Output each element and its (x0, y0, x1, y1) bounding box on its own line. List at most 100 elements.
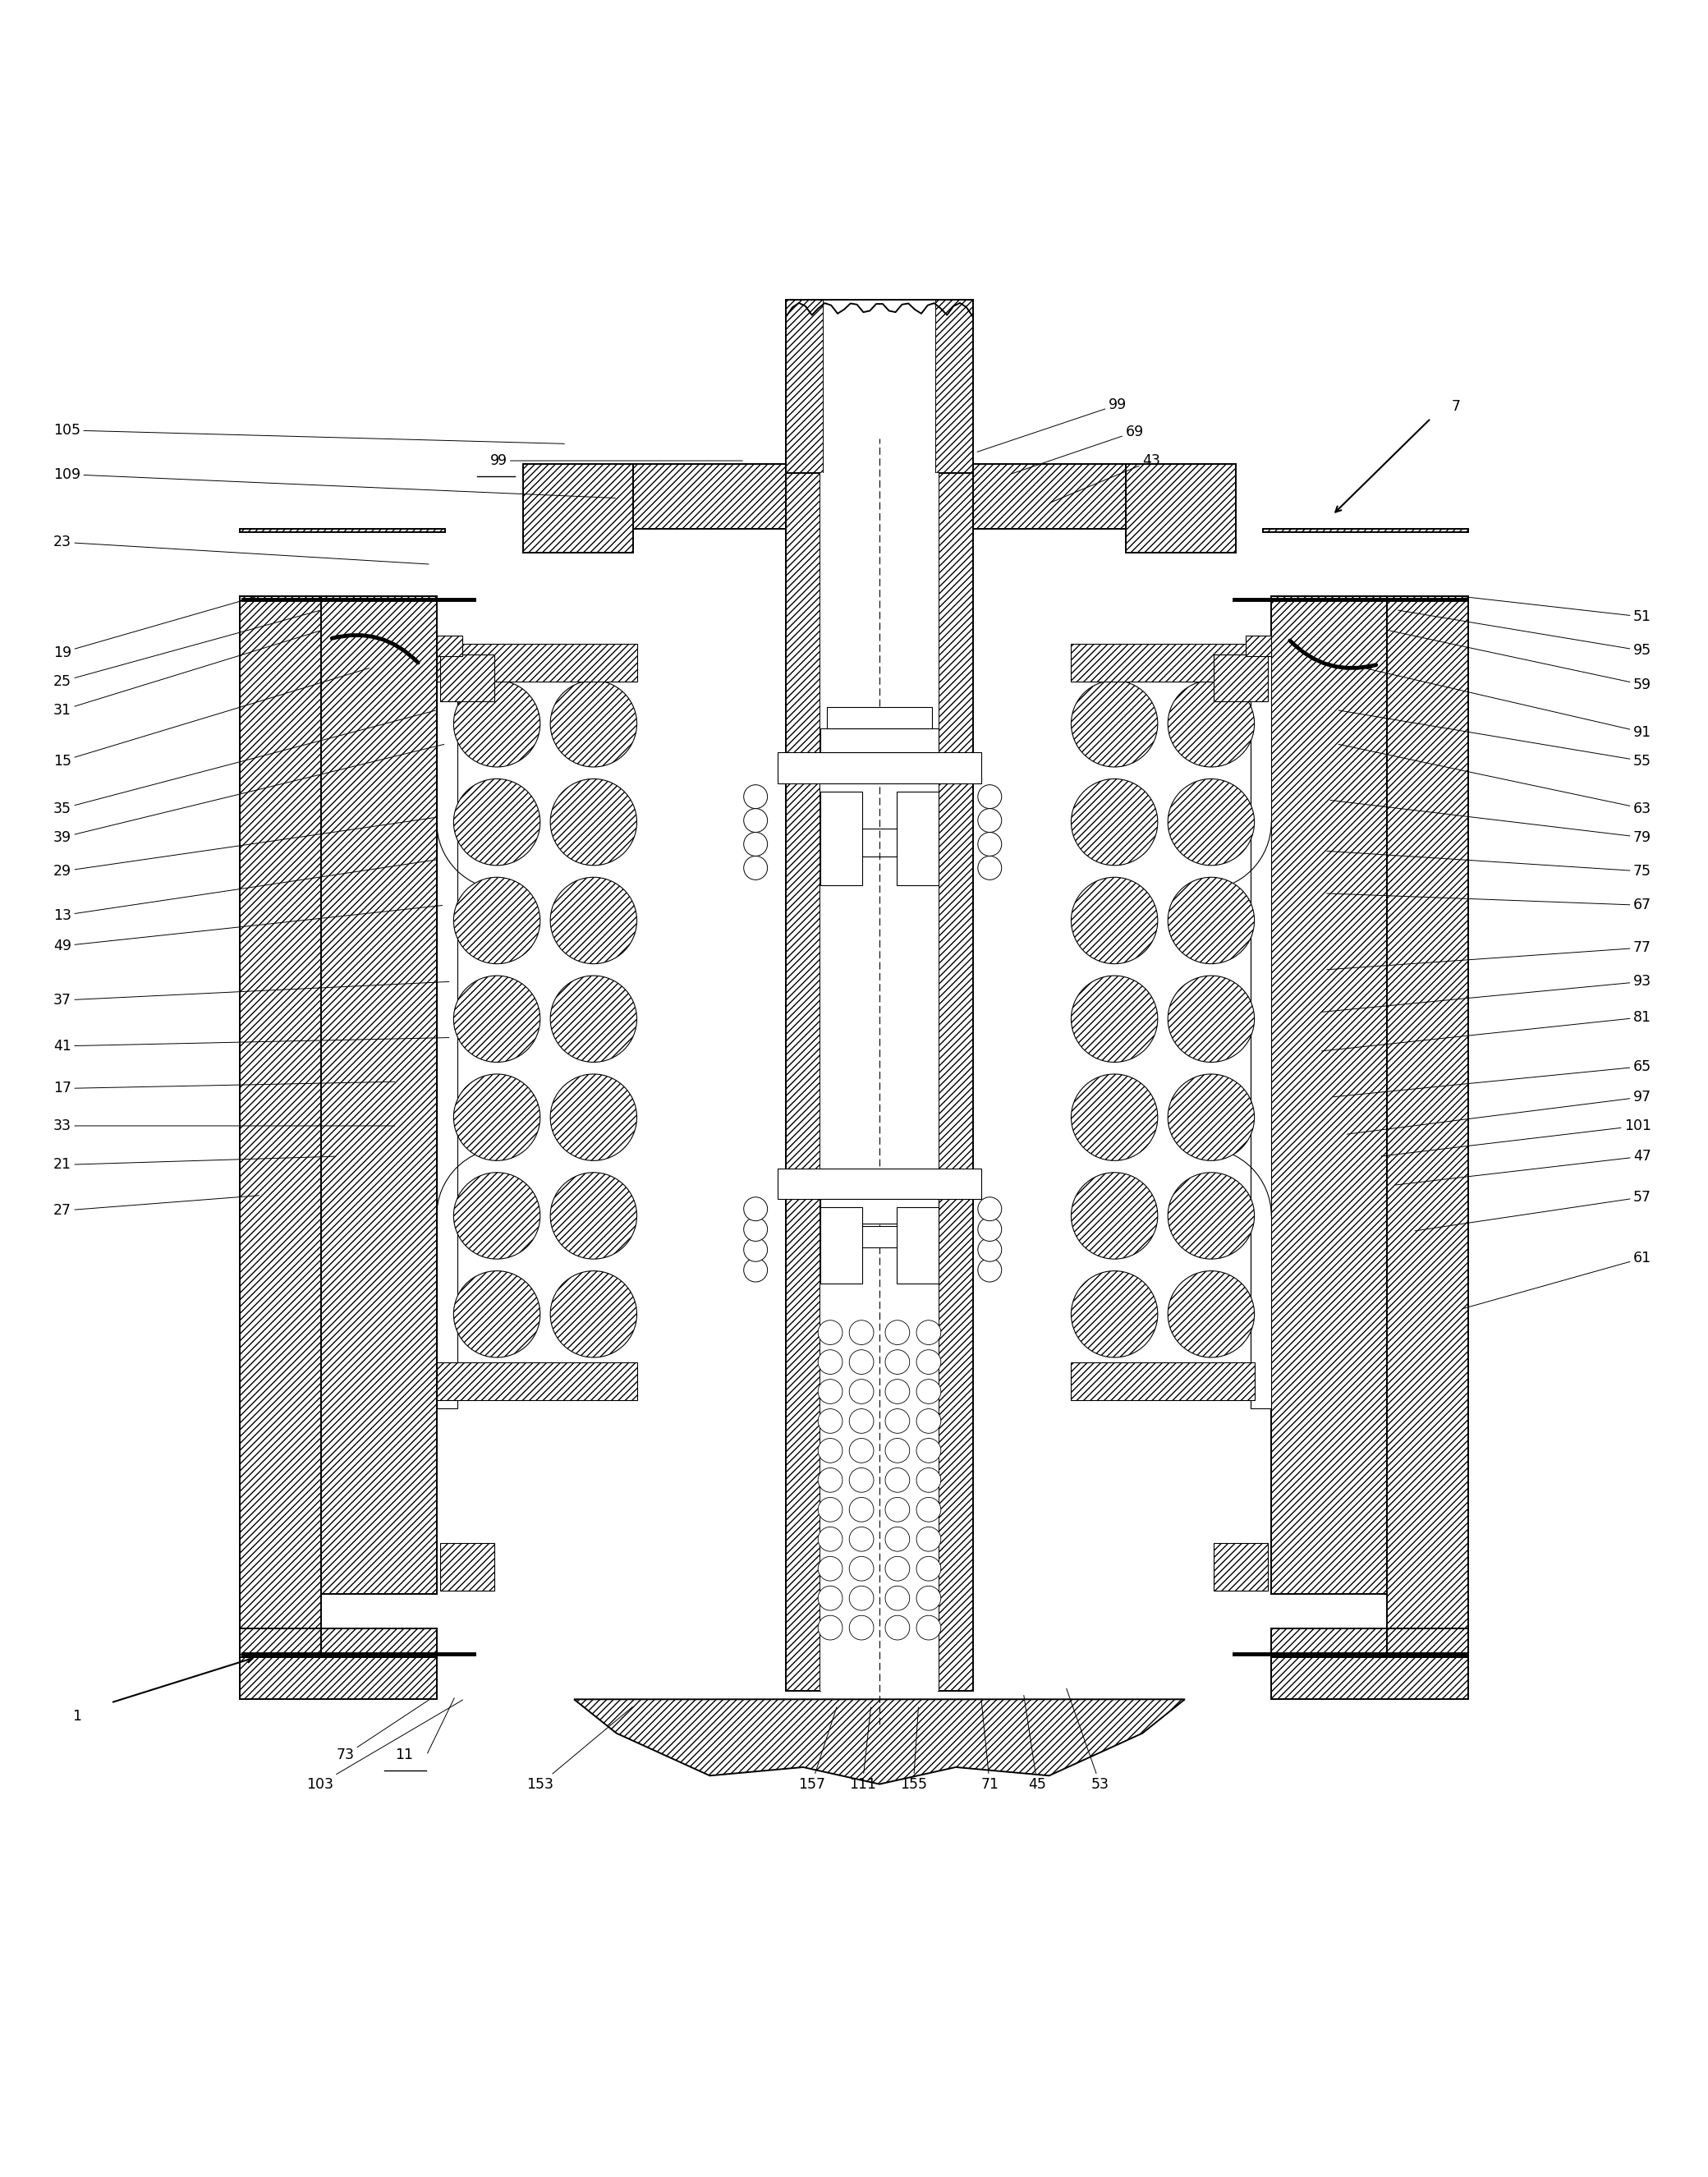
Bar (437, 644, 637, 681)
Circle shape (885, 1380, 910, 1404)
Text: 7: 7 (1452, 398, 1460, 414)
Circle shape (1071, 1073, 1158, 1160)
Circle shape (818, 1498, 842, 1522)
Circle shape (1168, 1271, 1254, 1358)
Text: 99: 99 (977, 398, 1127, 453)
Bar (897, 1208, 939, 1284)
Bar (897, 792, 939, 884)
Circle shape (550, 1073, 637, 1160)
Bar (939, 472, 974, 1692)
Text: 53: 53 (1066, 1689, 1108, 1792)
Circle shape (818, 1409, 842, 1432)
Circle shape (849, 1467, 874, 1491)
Circle shape (818, 1587, 842, 1611)
Text: 63: 63 (1339, 745, 1652, 816)
Bar (239, 596, 321, 1628)
Text: 97: 97 (1348, 1091, 1652, 1134)
Text: 59: 59 (1390, 631, 1652, 692)
Circle shape (849, 1380, 874, 1404)
Circle shape (454, 1271, 540, 1358)
Bar (1126, 464, 1235, 553)
Circle shape (743, 808, 767, 832)
Circle shape (818, 1350, 842, 1374)
Circle shape (454, 877, 540, 964)
Text: 71: 71 (980, 1700, 999, 1792)
Polygon shape (574, 1700, 1185, 1785)
Circle shape (849, 1350, 874, 1374)
Text: 41: 41 (53, 1038, 449, 1054)
Text: 49: 49 (53, 906, 442, 954)
Circle shape (1168, 1173, 1254, 1258)
Circle shape (1071, 779, 1158, 866)
Circle shape (818, 1319, 842, 1345)
Bar (1271, 1657, 1469, 1700)
Text: 55: 55 (1339, 710, 1652, 768)
Circle shape (1071, 1173, 1158, 1258)
Text: 17: 17 (53, 1082, 395, 1095)
Circle shape (550, 779, 637, 866)
Bar (786, 472, 820, 1692)
Bar (523, 464, 634, 553)
Circle shape (818, 1467, 842, 1491)
Circle shape (818, 1380, 842, 1404)
Circle shape (550, 1173, 637, 1258)
Text: 75: 75 (1327, 851, 1652, 880)
Circle shape (979, 1239, 1001, 1260)
Text: 111: 111 (849, 1707, 876, 1792)
Text: 153: 153 (526, 1707, 632, 1792)
Text: 39: 39 (53, 745, 444, 845)
Circle shape (743, 1197, 767, 1221)
Text: 73: 73 (336, 1700, 429, 1763)
Text: 65: 65 (1334, 1058, 1652, 1097)
Text: 27: 27 (53, 1195, 260, 1219)
Circle shape (849, 1439, 874, 1463)
Bar (239, 529, 446, 531)
Bar (823, 300, 936, 529)
Text: 103: 103 (306, 1700, 463, 1792)
Bar (437, 636, 463, 655)
Text: 69: 69 (1011, 425, 1144, 475)
Circle shape (917, 1409, 941, 1432)
Circle shape (885, 1467, 910, 1491)
Bar (1214, 1543, 1267, 1591)
Circle shape (454, 681, 540, 766)
Circle shape (885, 1409, 910, 1432)
Circle shape (885, 1557, 910, 1581)
Circle shape (743, 832, 767, 856)
Circle shape (849, 1557, 874, 1581)
Bar (437, 1363, 637, 1400)
Circle shape (743, 1217, 767, 1241)
Text: 29: 29 (53, 816, 437, 880)
Circle shape (743, 1239, 767, 1260)
Text: 35: 35 (53, 710, 436, 816)
Circle shape (818, 1526, 842, 1552)
Text: 93: 93 (1322, 975, 1652, 1012)
Circle shape (979, 1258, 1001, 1282)
Bar (820, 1200, 939, 1223)
Bar (1250, 647, 1271, 1409)
Circle shape (917, 1526, 941, 1552)
Circle shape (885, 1526, 910, 1552)
Text: 11: 11 (395, 1748, 413, 1763)
Circle shape (1168, 877, 1254, 964)
Circle shape (1071, 1271, 1158, 1358)
Circle shape (818, 1439, 842, 1463)
Circle shape (917, 1498, 941, 1522)
Circle shape (885, 1615, 910, 1639)
Circle shape (979, 1217, 1001, 1241)
Circle shape (917, 1557, 941, 1581)
Circle shape (550, 681, 637, 766)
Text: 13: 13 (53, 860, 437, 923)
Circle shape (1071, 877, 1158, 964)
Circle shape (849, 1526, 874, 1552)
Text: 25: 25 (53, 610, 319, 688)
Circle shape (885, 1319, 910, 1345)
Circle shape (1168, 1073, 1254, 1160)
Bar (1271, 1628, 1387, 1657)
Bar (827, 1226, 933, 1247)
Bar (441, 1543, 494, 1591)
Circle shape (917, 1467, 941, 1491)
Text: 15: 15 (53, 668, 369, 768)
Circle shape (1168, 975, 1254, 1062)
Text: 23: 23 (53, 536, 429, 564)
